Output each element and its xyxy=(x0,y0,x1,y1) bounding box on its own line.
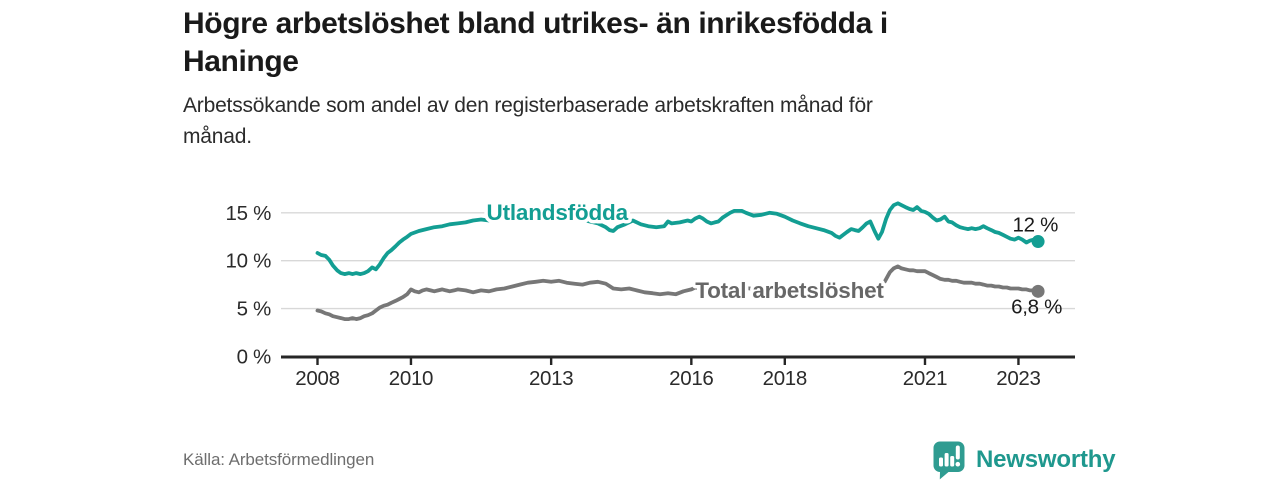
series-end-dot-total-arbetsloshet xyxy=(1031,284,1045,298)
x-tick-label: 2023 xyxy=(996,367,1040,390)
series-label-utlandsfodda: Utlandsfödda xyxy=(487,200,629,225)
series-label-total-arbetsloshet: Total arbetslöshet xyxy=(695,278,884,303)
chart-subtitle: Arbetssökande som andel av den registerb… xyxy=(183,90,1183,152)
y-tick-label: 10 % xyxy=(225,250,271,273)
x-tick-label: 2018 xyxy=(763,367,807,390)
x-tick-label: 2016 xyxy=(669,367,713,390)
page-title-line-2: Haninge xyxy=(183,45,299,78)
y-tick-label: 5 % xyxy=(237,298,271,321)
x-tick-label: 2021 xyxy=(903,367,947,390)
source-note: Källa: Arbetsförmedlingen xyxy=(183,450,375,469)
chart-subtitle-line-2: månad. xyxy=(183,125,252,148)
chart-subtitle-line-1: Arbetssökande som andel av den registerb… xyxy=(183,94,873,117)
x-tick-label: 2013 xyxy=(529,367,573,390)
series-end-value-total-arbetsloshet: 6,8 % xyxy=(1011,295,1062,318)
x-tick-label: 2010 xyxy=(389,367,433,390)
newsworthy-icon xyxy=(933,441,965,480)
y-tick-label: 15 % xyxy=(225,202,271,225)
x-tick-label: 2008 xyxy=(295,367,339,390)
newsworthy-wordmark: Newsworthy xyxy=(976,446,1116,473)
newsworthy-logo: Newsworthy xyxy=(931,440,1116,480)
series-line-total-arbetsloshet xyxy=(315,264,1040,321)
series-end-value-utlandsfodda: 12 % xyxy=(1013,214,1059,237)
y-tick-label: 0 % xyxy=(237,345,271,368)
page-title-line-1: Högre arbetslöshet bland utrikes- än inr… xyxy=(183,7,888,40)
series-end-dot-utlandsfodda xyxy=(1031,235,1045,249)
page-title: Högre arbetslöshet bland utrikes- än inr… xyxy=(183,5,1183,81)
series-line-utlandsfodda xyxy=(315,201,1040,276)
